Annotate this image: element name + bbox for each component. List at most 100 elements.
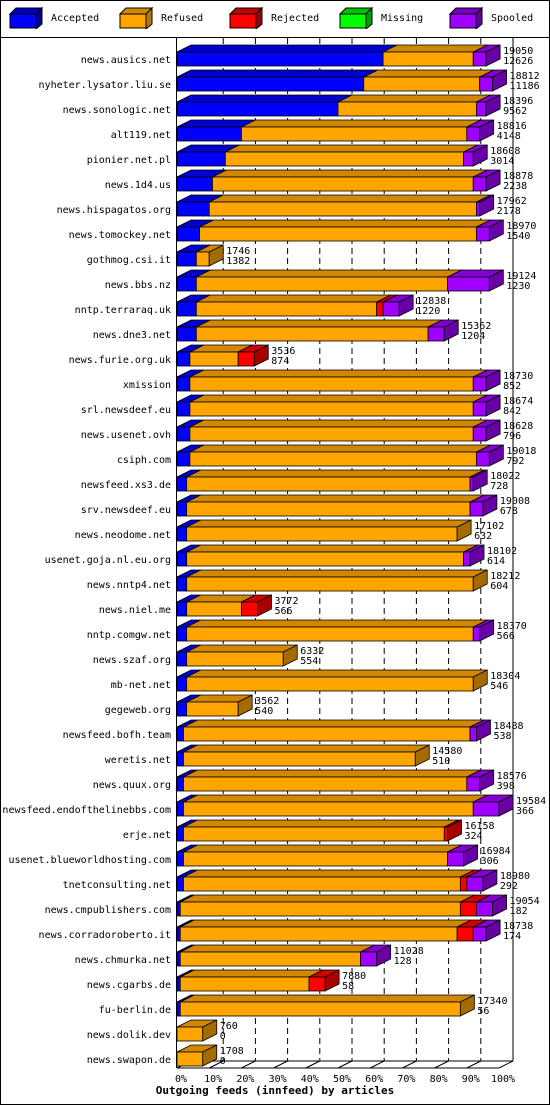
bar-segment-accepted [176,201,210,217]
bar-segment-refused [212,176,474,192]
accepted-count-label: 2238 [503,181,527,192]
bar-segment-refused [224,151,464,167]
bar-segment-accepted [176,826,184,842]
offered-count-label: 16158 [464,821,494,832]
category-label: nyheter.lysator.liu.se [39,80,171,91]
accepted-count-label: 1540 [506,231,530,242]
bar-side-face [485,919,501,942]
accepted-count-label: 2178 [497,206,521,217]
offered-count-label: 1708 [220,1046,244,1057]
bar-segment-spooled [360,951,378,967]
bar-segment-refused [179,1001,461,1017]
bar-segment-refused [179,976,310,992]
bar-segment-spooled [466,776,481,792]
bar-side-face [492,894,507,917]
bar-segment-spooled [476,101,487,117]
bar-segment-refused [363,76,481,92]
category-label: alt119.net [111,130,171,141]
bar-side-face [202,1044,218,1067]
bar-segment-refused [186,551,464,567]
bar-segment-spooled [479,76,493,92]
bar-side-face [459,994,475,1017]
category-label: news.dolik.dev [87,1030,171,1041]
accepted-count-label: 366 [516,806,534,817]
bar-segment-refused [183,851,448,867]
bar-segment-accepted [176,526,188,542]
accepted-count-label: 554 [300,656,318,667]
offered-count-label: 15362 [461,321,491,332]
bar-segment-spooled [476,901,493,917]
offered-count-label: 18970 [506,221,536,232]
bar-segment-refused [186,576,474,592]
category-label: news.neodome.net [75,530,171,541]
bar-segment-spooled [472,626,481,642]
bar-segment-accepted [176,351,191,367]
accepted-count-label: 58 [342,981,354,992]
legend-swatch-refused [119,7,153,29]
bar-side-face [485,94,501,117]
legend-label-spooled: Spooled [491,13,534,24]
bar-segment-accepted [176,451,191,467]
offered-count-label: 19124 [506,271,536,282]
category-label: news.quux.org [93,780,171,791]
x-tick-mark [498,1060,514,1069]
category-label: csiph.com [117,455,171,466]
bar-side-face [488,219,504,242]
offered-count-label: 18396 [503,96,533,107]
bar-side-face [447,819,462,842]
offered-count-label: 18102 [487,546,517,557]
x-tick-mark [369,1060,385,1069]
category-label: news.furie.org.uk [69,355,171,366]
bar-segment-top-refused [189,419,488,428]
x-tick-label: 10% [204,1074,222,1085]
bar-segment-spooled [447,276,490,292]
x-tick-mark [466,1060,482,1069]
bar-segment-top-refused [183,744,430,753]
category-label: news.hispagatos.org [57,205,171,216]
bar-segment-spooled [466,876,484,892]
bar-segment-rejected [376,301,384,317]
category-label: usenet.blueworldhosting.com [8,855,171,866]
category-label: newsfeed.xs3.de [81,480,171,491]
category-label: nntp.comgw.net [87,630,171,641]
bar-side-face [482,494,498,517]
offered-count-label: 11028 [394,946,424,957]
offered-count-label: 3536 [271,346,295,357]
bar-segment-refused [183,751,416,767]
legend-swatch-accepted [9,7,43,29]
bar-segment-refused [186,526,458,542]
bar-segment-refused [195,251,210,267]
bar-segment-rejected [308,976,326,992]
category-label: news.nntp4.net [87,580,171,591]
bar-segment-top-refused [225,144,478,153]
bar-segment-accepted [176,676,188,692]
bar-segment-rejected [456,926,474,942]
bar-segment-spooled [447,851,464,867]
offered-count-label: 17340 [477,996,507,1007]
offered-count-label: 18812 [510,71,540,82]
accepted-count-label: 1220 [416,306,440,317]
bar-side-face [485,44,501,67]
bar-segment-accepted [176,326,197,342]
bar-side-face [488,444,504,467]
bar-segment-refused [179,926,458,942]
bar-segment-top-refused [186,494,485,503]
offered-count-label: 19050 [503,46,533,57]
bar-segment-spooled [476,226,490,242]
category-label: news.cmpublishers.com [45,905,171,916]
x-axis-title: Outgoing feeds (innfeed) by articles [155,1084,395,1097]
x-tick-label: 40% [301,1074,319,1085]
offered-count-label: 18022 [490,471,520,482]
bar-segment-accepted [176,476,188,492]
bar-segment-accepted [176,226,200,242]
offered-count-label: 18730 [503,371,533,382]
bar-segment-refused [189,426,474,442]
